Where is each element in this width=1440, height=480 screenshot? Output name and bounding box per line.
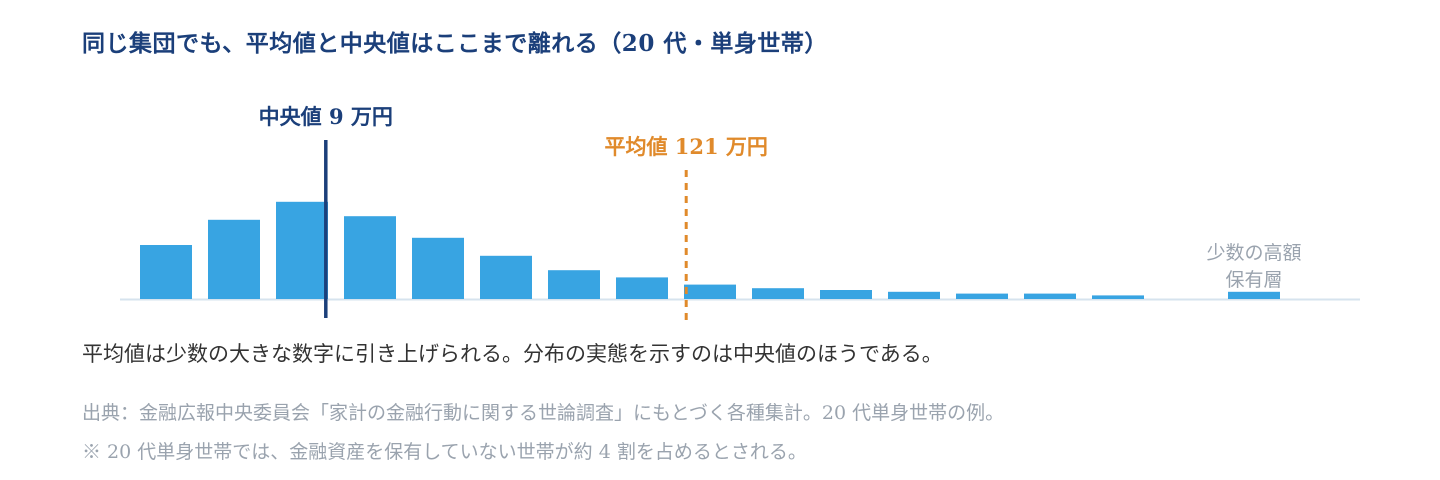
- source-note: 出典：金融広報中央委員会「家計の金融行動に関する世論調査」にもとづく各種集計。2…: [82, 402, 1005, 424]
- high-value-annotation: 少数の高額保有層: [1206, 242, 1301, 291]
- bar: [208, 219, 260, 299]
- bar: [1092, 295, 1144, 299]
- bar: [684, 284, 736, 299]
- footnote: ※ 20 代単身世帯では、金融資産を保有していない世帯が約 4 割を占めるとされ…: [82, 441, 807, 463]
- bar: [1228, 291, 1280, 299]
- page-title: 同じ集団でも、平均値と中央値はここまで離れる（20 代・単身世帯）: [82, 30, 828, 57]
- bar: [752, 288, 804, 299]
- mean-marker-label: 平均値 121 万円: [604, 134, 767, 159]
- median-marker-label: 中央値 9 万円: [259, 104, 393, 129]
- bar: [344, 216, 396, 299]
- bar: [956, 293, 1008, 299]
- bar: [548, 270, 600, 299]
- bar: [480, 255, 532, 299]
- bar: [820, 290, 872, 299]
- bar: [1024, 293, 1076, 299]
- bar: [140, 245, 192, 299]
- bar: [276, 201, 328, 299]
- chart-caption: 平均値は少数の大きな数字に引き上げられる。分布の実態を示すのは中央値のほうである…: [82, 342, 943, 366]
- bar: [412, 237, 464, 299]
- bar: [888, 291, 940, 299]
- bar: [616, 277, 668, 299]
